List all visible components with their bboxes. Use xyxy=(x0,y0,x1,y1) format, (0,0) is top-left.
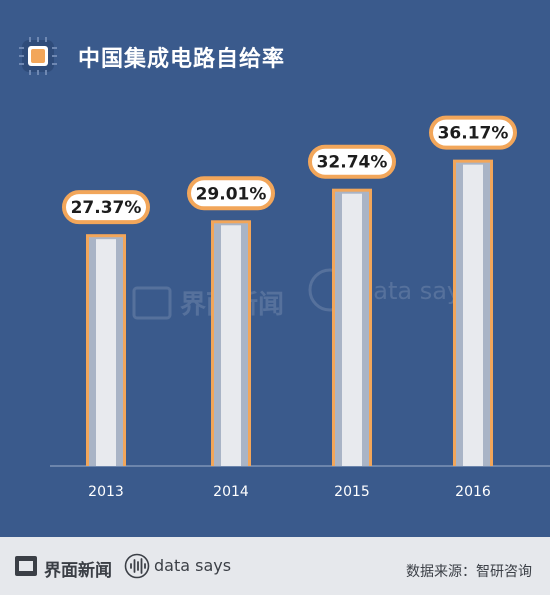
data-label-2016: 36.17% xyxy=(438,124,509,144)
chip-icon xyxy=(19,37,57,75)
x-tick-label-2015: 2015 xyxy=(334,484,370,500)
watermark-logo-icon xyxy=(132,286,172,320)
header: 中国集成电路自给率 xyxy=(0,0,550,80)
data-label-pill-2016 xyxy=(429,115,517,150)
data-label-pill-2013 xyxy=(62,190,150,225)
data-label-2014: 29.01% xyxy=(196,184,267,204)
x-tick-label-2013: 2013 xyxy=(88,484,124,500)
bar-core-2013 xyxy=(96,239,116,466)
x-tick-label-2014: 2014 xyxy=(213,484,249,500)
data-says-wave-icon xyxy=(124,553,150,579)
bar-chart: 界面新闻 data says 27.37% 2013 29.01% 2014 32.74… xyxy=(50,115,550,500)
footer-brand: 界面新闻 xyxy=(44,561,112,581)
watermark: 界面新闻 data says xyxy=(132,268,474,320)
bar-core-2015 xyxy=(342,193,362,466)
data-label-pill-2014 xyxy=(187,176,275,211)
data-label-2013: 27.37% xyxy=(71,198,142,218)
footer: 界面新闻 data says 数据来源：智研咨询 xyxy=(0,537,550,595)
page-title: 中国集成电路自给率 xyxy=(78,47,286,72)
x-tick-label-2016: 2016 xyxy=(455,484,491,500)
data-label-2015: 32.74% xyxy=(317,153,388,173)
jiemian-logo-icon xyxy=(15,556,37,576)
bar-core-2016 xyxy=(463,164,483,466)
data-source: 数据来源：智研咨询 xyxy=(406,564,532,580)
footer-datasays: data says xyxy=(154,556,232,575)
data-label-pill-2015 xyxy=(308,144,396,179)
bar-core-2014 xyxy=(221,225,241,466)
